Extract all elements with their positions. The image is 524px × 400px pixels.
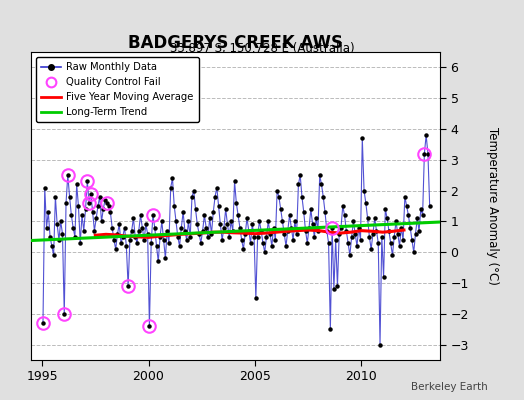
- Y-axis label: Temperature Anomaly (°C): Temperature Anomaly (°C): [486, 127, 499, 285]
- Title: BADGERYS CREEK AWS: BADGERYS CREEK AWS: [128, 34, 343, 52]
- Text: 33.897 S, 150.728 E (Australia): 33.897 S, 150.728 E (Australia): [170, 42, 354, 55]
- Text: Berkeley Earth: Berkeley Earth: [411, 382, 487, 392]
- Legend: Raw Monthly Data, Quality Control Fail, Five Year Moving Average, Long-Term Tren: Raw Monthly Data, Quality Control Fail, …: [37, 57, 199, 122]
